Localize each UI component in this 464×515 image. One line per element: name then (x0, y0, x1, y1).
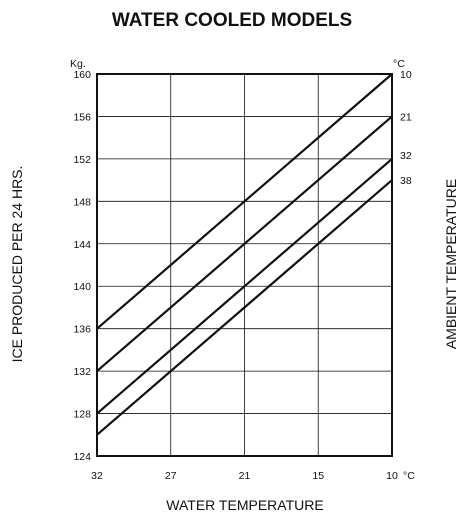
x-unit-label: °C (403, 470, 415, 482)
series-line-32 (96, 158, 393, 415)
y-tick-label: 152 (73, 154, 91, 166)
series-line-38 (96, 179, 393, 436)
x-tick-label: 15 (312, 470, 324, 482)
x-tick-label: 27 (165, 470, 177, 482)
y-tick-label: 144 (73, 239, 91, 251)
y-tick-label: 140 (73, 281, 91, 293)
series-label-32: 32 (400, 150, 412, 162)
series-lines (96, 73, 393, 436)
y2-unit-label: °C (393, 58, 405, 70)
x-tick-label: 21 (239, 470, 251, 482)
chart-title: WATER COOLED MODELS (112, 10, 352, 31)
x-tick-labels: 32 27 21 15 10 (91, 470, 398, 482)
x-axis-label: WATER TEMPERATURE (166, 497, 323, 513)
x-tick-label: 10 (386, 470, 398, 482)
y-tick-label: 160 (73, 69, 91, 81)
y-tick-label: 128 (73, 409, 91, 421)
series-line-10 (96, 73, 393, 330)
x-tick-label: 32 (91, 470, 103, 482)
y-tick-labels: 124 128 132 136 140 144 148 152 156 160 (73, 69, 91, 463)
series-line-21 (96, 115, 393, 372)
grid (97, 74, 392, 456)
y-tick-label: 156 (73, 111, 91, 123)
y-axis-label: ICE PRODUCED PER 24 HRS. (9, 166, 25, 363)
y-tick-label: 132 (73, 366, 91, 378)
series-labels: 10 21 32 38 (400, 69, 412, 187)
y2-axis-label: AMBIENT TEMPERATURE (443, 179, 459, 349)
y-unit-label: Kg. (70, 58, 86, 70)
series-label-21: 21 (400, 111, 412, 123)
series-label-38: 38 (400, 175, 412, 187)
y-tick-label: 148 (73, 196, 91, 208)
plot-frame (96, 73, 393, 457)
y-tick-label: 124 (73, 451, 91, 463)
y-tick-label: 136 (73, 324, 91, 336)
series-label-10: 10 (400, 69, 412, 81)
